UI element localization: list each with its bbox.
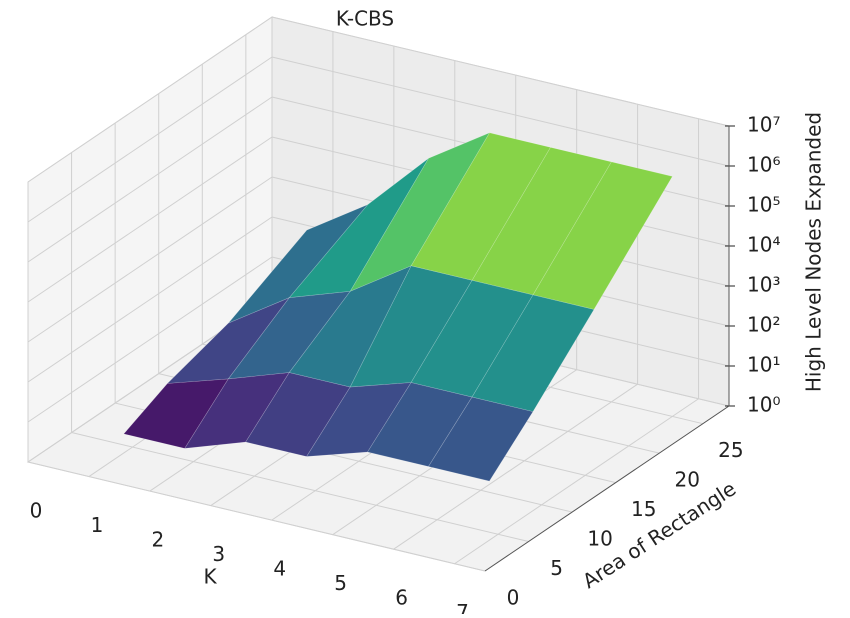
z-tick-label: 10⁵ [747, 193, 780, 217]
x-tick-label: 6 [395, 586, 408, 610]
y-tick-label: 25 [718, 438, 743, 462]
z-tick-label: 10² [747, 313, 780, 337]
x-tick-label: 3 [212, 542, 225, 566]
grid-line [27, 216, 273, 383]
grid-line [27, 136, 273, 303]
x-tick-label: 4 [273, 557, 286, 581]
x-axis-label: K [203, 565, 217, 589]
grid-line [27, 256, 273, 423]
z-tick-label: 10¹ [747, 353, 780, 377]
z-tick-label: 10⁷ [747, 113, 780, 137]
y-tick-label: 0 [507, 586, 520, 610]
grid-line [27, 176, 273, 343]
z-tick-label: 10⁶ [747, 153, 780, 177]
y-tick-label: 10 [587, 527, 612, 551]
x-tick-label: 0 [30, 499, 43, 523]
x-tick-label: 1 [91, 513, 104, 537]
z-tick-label: 10³ [747, 273, 780, 297]
x-tick-label: 2 [151, 528, 164, 552]
grid-line [271, 56, 730, 167]
z-tick-label: 10⁰ [747, 393, 780, 417]
y-tick-label: 5 [550, 556, 563, 580]
grid-line [27, 96, 273, 263]
surface-face [427, 396, 534, 482]
grid-line [27, 461, 486, 572]
z-axis-label: High Level Nodes Expanded [802, 112, 826, 392]
x-tick-label: 5 [334, 571, 347, 595]
grid-line [27, 16, 273, 183]
grid-line [27, 56, 273, 223]
y-tick-label: 15 [631, 497, 656, 521]
x-tick-label: 7 [456, 600, 469, 614]
grid-line [454, 398, 699, 565]
y-tick-label: 20 [675, 468, 700, 492]
grid-line [71, 432, 529, 543]
grid-line [393, 383, 638, 550]
axis-line [484, 126, 730, 572]
grid-line [271, 16, 730, 127]
chart-title: K-CBS [336, 7, 394, 31]
surface-face [532, 161, 673, 310]
surface-face [471, 294, 595, 412]
z-tick-label: 10⁴ [747, 233, 780, 257]
